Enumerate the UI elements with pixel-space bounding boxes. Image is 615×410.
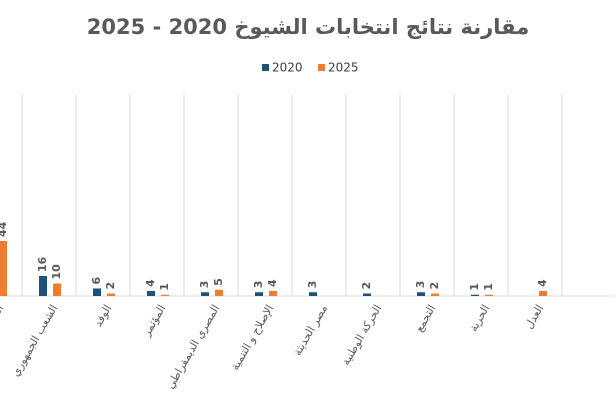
bar xyxy=(147,291,155,296)
bar xyxy=(255,292,263,296)
bar xyxy=(93,288,101,296)
value-label: 10 xyxy=(50,264,63,280)
value-label: 3 xyxy=(414,281,427,289)
bar xyxy=(53,283,61,296)
value-label: 4 xyxy=(536,279,549,287)
value-label: 5 xyxy=(212,278,225,286)
bar xyxy=(539,291,547,296)
value-label: 3 xyxy=(198,281,211,289)
bar xyxy=(215,289,223,296)
value-label: 1 xyxy=(158,283,171,291)
chart-title: مقارنة نتائج انتخابات الشيوخ 2020 - 2025 xyxy=(87,15,529,39)
legend-swatch xyxy=(318,64,325,71)
bar xyxy=(161,294,169,296)
legend-label: 2020 xyxy=(272,61,303,75)
bar xyxy=(363,293,371,296)
value-label: 4 xyxy=(266,279,279,287)
bar xyxy=(485,294,493,296)
bar xyxy=(431,293,439,296)
bar xyxy=(471,294,479,296)
value-label: 1 xyxy=(482,283,495,291)
value-label: 4 xyxy=(144,279,157,287)
value-label: 44 xyxy=(0,221,9,237)
value-label: 2 xyxy=(104,282,117,290)
value-label: 6 xyxy=(90,277,103,285)
value-label: 3 xyxy=(306,281,319,289)
value-label: 3 xyxy=(252,281,265,289)
bar xyxy=(107,293,115,296)
bar xyxy=(309,292,317,296)
bar xyxy=(201,292,209,296)
bar xyxy=(417,292,425,296)
value-label: 16 xyxy=(36,256,49,272)
legend-swatch xyxy=(262,64,269,71)
value-label: 2 xyxy=(428,282,441,290)
bar xyxy=(0,241,7,296)
bar xyxy=(39,276,47,296)
bar xyxy=(269,291,277,296)
value-label: 1 xyxy=(468,283,481,291)
value-label: 2 xyxy=(360,282,373,290)
legend-label: 2025 xyxy=(328,61,359,75)
